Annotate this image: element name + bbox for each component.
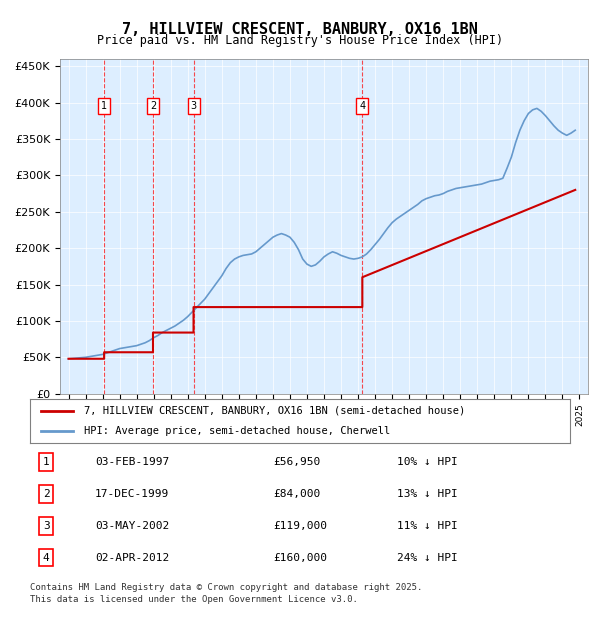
Text: 03-MAY-2002: 03-MAY-2002 — [95, 521, 169, 531]
Text: 2: 2 — [43, 489, 50, 499]
Text: Price paid vs. HM Land Registry's House Price Index (HPI): Price paid vs. HM Land Registry's House … — [97, 34, 503, 47]
Text: 4: 4 — [359, 101, 365, 111]
Text: 17-DEC-1999: 17-DEC-1999 — [95, 489, 169, 499]
Text: 3: 3 — [190, 101, 197, 111]
Text: Contains HM Land Registry data © Crown copyright and database right 2025.: Contains HM Land Registry data © Crown c… — [30, 583, 422, 592]
Text: 7, HILLVIEW CRESCENT, BANBURY, OX16 1BN: 7, HILLVIEW CRESCENT, BANBURY, OX16 1BN — [122, 22, 478, 37]
Text: £119,000: £119,000 — [273, 521, 327, 531]
Text: HPI: Average price, semi-detached house, Cherwell: HPI: Average price, semi-detached house,… — [84, 426, 390, 436]
Text: 2: 2 — [150, 101, 156, 111]
Text: £160,000: £160,000 — [273, 552, 327, 562]
Text: 03-FEB-1997: 03-FEB-1997 — [95, 457, 169, 467]
Text: 13% ↓ HPI: 13% ↓ HPI — [397, 489, 458, 499]
Text: This data is licensed under the Open Government Licence v3.0.: This data is licensed under the Open Gov… — [30, 595, 358, 604]
Text: 1: 1 — [101, 101, 107, 111]
Text: 10% ↓ HPI: 10% ↓ HPI — [397, 457, 458, 467]
Text: 1: 1 — [43, 457, 50, 467]
Text: £56,950: £56,950 — [273, 457, 320, 467]
Text: 7, HILLVIEW CRESCENT, BANBURY, OX16 1BN (semi-detached house): 7, HILLVIEW CRESCENT, BANBURY, OX16 1BN … — [84, 405, 465, 416]
Text: 02-APR-2012: 02-APR-2012 — [95, 552, 169, 562]
Text: 24% ↓ HPI: 24% ↓ HPI — [397, 552, 458, 562]
Text: £84,000: £84,000 — [273, 489, 320, 499]
Text: 11% ↓ HPI: 11% ↓ HPI — [397, 521, 458, 531]
Text: 4: 4 — [43, 552, 50, 562]
Text: 3: 3 — [43, 521, 50, 531]
